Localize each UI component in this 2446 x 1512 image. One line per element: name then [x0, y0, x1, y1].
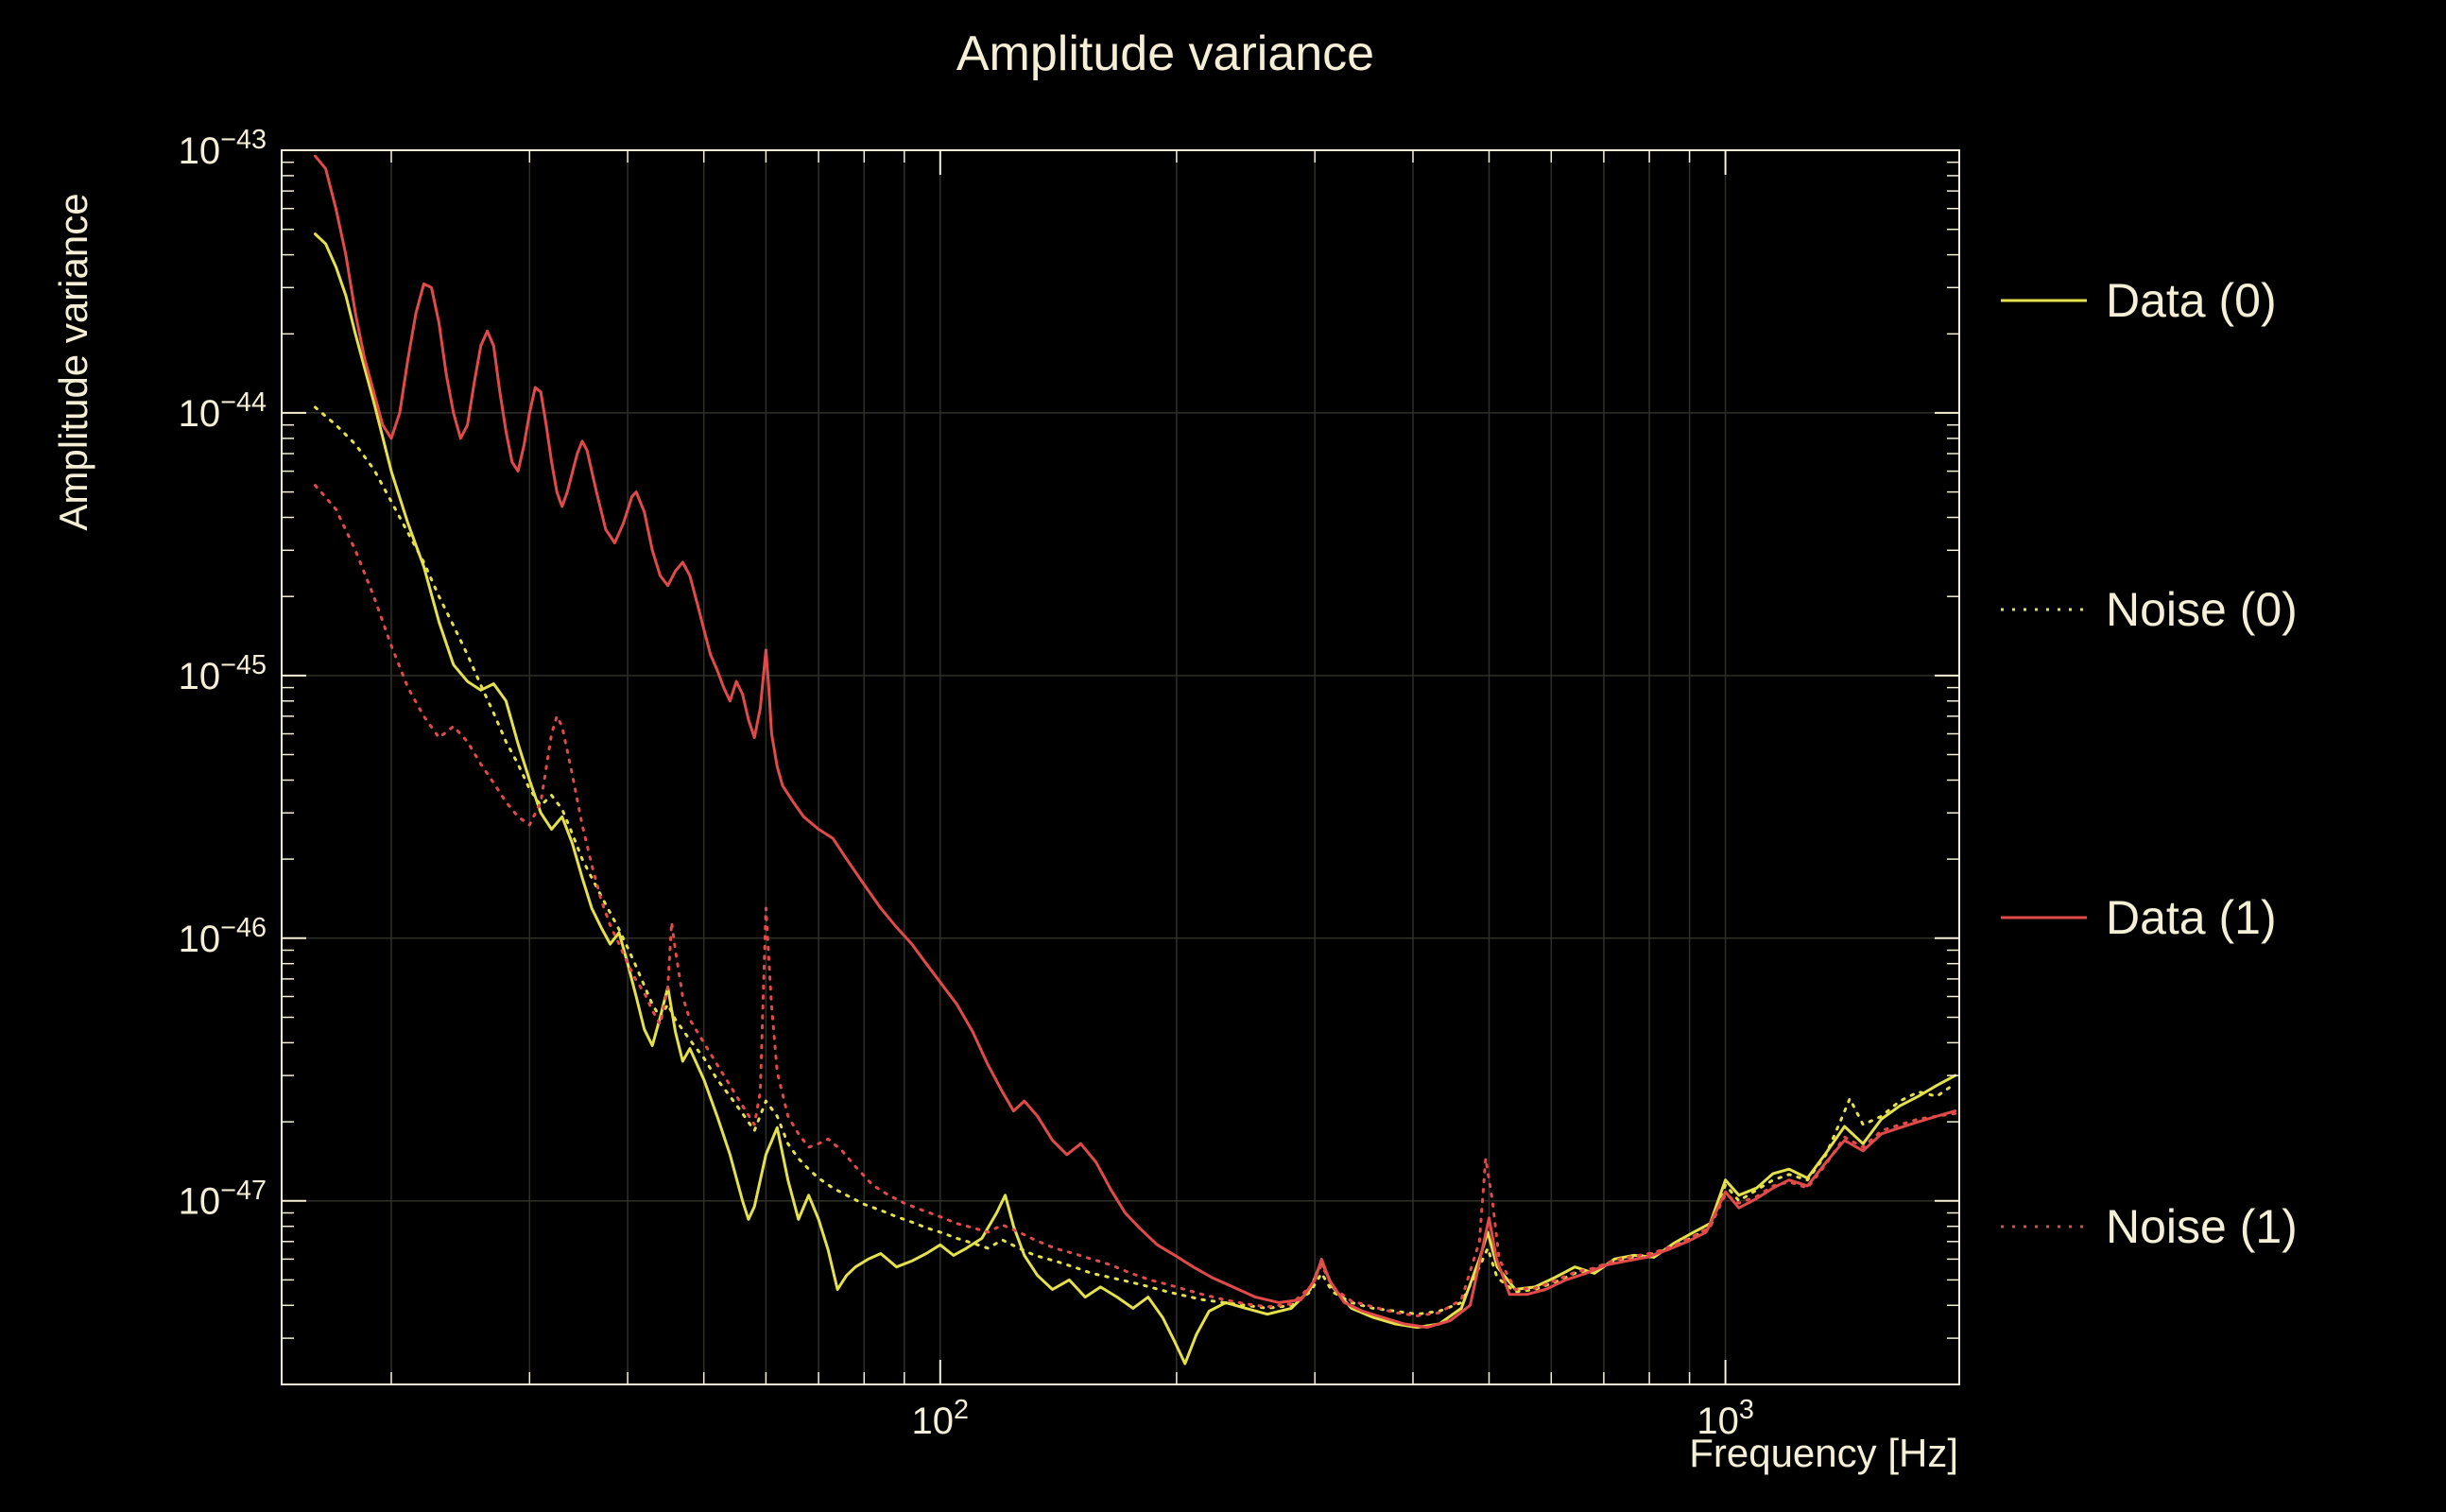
legend: Data (0) Noise (0) Data (1) Noise (1)	[2001, 274, 2298, 1253]
legend-label: Noise (0)	[2106, 583, 2298, 636]
tick-labels-layer: 10−43 10−44 10−45 10−46 10−47 102 103	[179, 125, 1754, 1442]
y-tick-label: 10−44	[179, 387, 267, 435]
chart-title: Amplitude variance	[956, 26, 1374, 81]
series-line-data-1	[314, 154, 1957, 1330]
grid-layer	[282, 149, 1959, 1384]
y-axis-label: Amplitude variance	[51, 193, 95, 530]
x-tick-label: 103	[1697, 1395, 1754, 1442]
y-tick-label: 10−43	[179, 125, 267, 172]
axes-layer	[281, 149, 1960, 1385]
x-axis-label: Frequency [Hz]	[1689, 1431, 1958, 1475]
legend-item-data-0: Data (0)	[2001, 274, 2277, 327]
y-tick-label: 10−46	[179, 913, 267, 960]
legend-label: Data (0)	[2106, 274, 2277, 327]
series-line-noise-0	[314, 405, 1957, 1316]
x-tick-label: 102	[912, 1395, 970, 1442]
legend-item-noise-1: Noise (1)	[2001, 1200, 2298, 1253]
legend-item-data-1: Data (1)	[2001, 891, 2277, 944]
y-tick-label: 10−45	[179, 650, 267, 697]
series-line-noise-1	[314, 484, 1957, 1317]
y-tick-label: 10−47	[179, 1176, 267, 1223]
series-layer	[314, 154, 1957, 1366]
legend-label: Noise (1)	[2106, 1200, 2298, 1253]
plot-frame	[281, 149, 1960, 1385]
legend-label: Data (1)	[2106, 891, 2277, 944]
legend-item-noise-0: Noise (0)	[2001, 583, 2298, 636]
series-line-data-0	[314, 232, 1957, 1366]
